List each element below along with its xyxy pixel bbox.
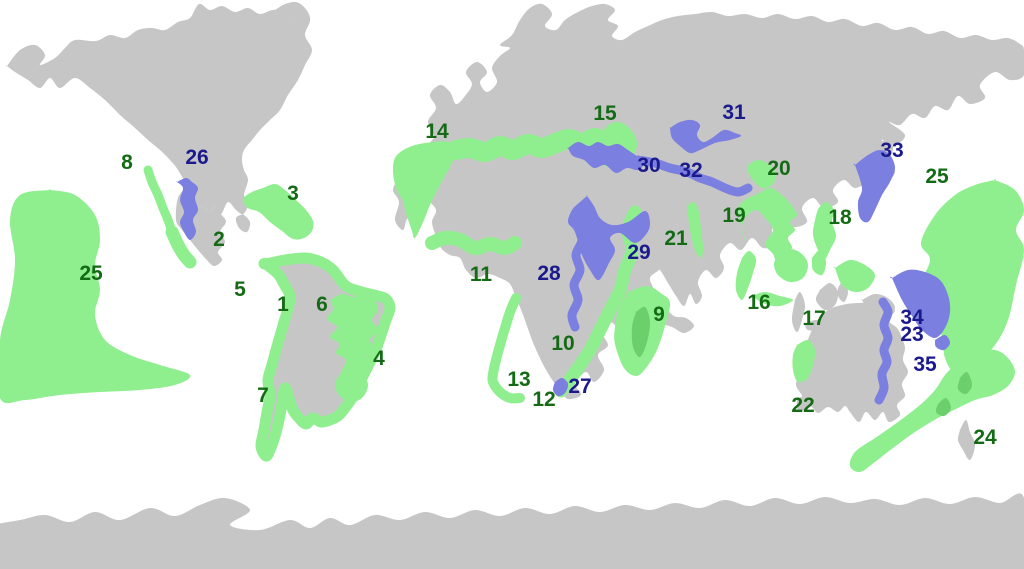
svg-text:30: 30 — [637, 154, 660, 177]
svg-text:26: 26 — [185, 146, 208, 169]
svg-text:22: 22 — [791, 394, 814, 417]
svg-text:24: 24 — [973, 426, 997, 449]
svg-text:29: 29 — [627, 241, 650, 264]
svg-text:13: 13 — [507, 368, 530, 391]
svg-text:12: 12 — [532, 388, 555, 411]
svg-text:2: 2 — [213, 228, 225, 251]
svg-text:32: 32 — [679, 159, 702, 182]
svg-text:17: 17 — [802, 307, 825, 330]
svg-text:4: 4 — [373, 347, 385, 370]
svg-text:1: 1 — [277, 293, 289, 316]
svg-text:28: 28 — [537, 262, 561, 285]
svg-text:35: 35 — [913, 353, 937, 376]
svg-text:25: 25 — [925, 165, 949, 188]
svg-text:8: 8 — [121, 151, 133, 174]
svg-text:31: 31 — [722, 101, 746, 124]
svg-text:23: 23 — [900, 323, 923, 346]
svg-text:18: 18 — [828, 206, 852, 229]
svg-text:20: 20 — [767, 157, 790, 180]
svg-text:25: 25 — [79, 262, 103, 285]
svg-text:27: 27 — [568, 375, 591, 398]
svg-text:5: 5 — [234, 278, 246, 301]
svg-text:19: 19 — [722, 204, 745, 227]
svg-text:10: 10 — [551, 332, 574, 355]
svg-text:6: 6 — [316, 293, 328, 316]
svg-text:15: 15 — [593, 102, 617, 125]
svg-text:3: 3 — [287, 182, 299, 205]
svg-text:33: 33 — [880, 139, 903, 162]
svg-text:9: 9 — [653, 303, 665, 326]
svg-text:21: 21 — [664, 227, 688, 250]
svg-text:11: 11 — [470, 263, 493, 286]
svg-text:16: 16 — [747, 291, 770, 314]
svg-text:7: 7 — [257, 384, 269, 407]
svg-text:14: 14 — [425, 120, 449, 143]
